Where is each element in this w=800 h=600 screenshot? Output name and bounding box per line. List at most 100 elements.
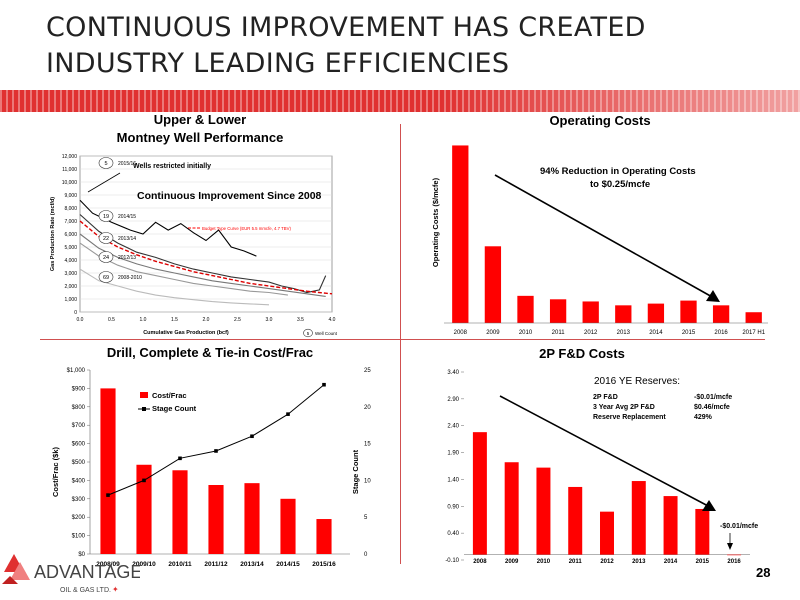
logo-maple-icon: ✦ bbox=[112, 585, 119, 594]
x-tick-label: 2017 H1 bbox=[742, 330, 765, 336]
well-count-badge bbox=[98, 271, 114, 283]
bar bbox=[568, 486, 583, 555]
series-line bbox=[79, 199, 257, 257]
annotation-text: to $0.25/mcfe bbox=[590, 179, 650, 190]
x-tick-label: 2.5 bbox=[234, 317, 241, 323]
x-tick-label: 2011/12 bbox=[204, 561, 228, 568]
annotation-restricted: Wells restricted initially bbox=[133, 163, 211, 170]
y-tick-label: 10,000 bbox=[62, 180, 78, 186]
x-tick-label: 2010 bbox=[537, 559, 551, 565]
reserves-row-value: 429% bbox=[694, 414, 713, 421]
x-tick-label: 2014 bbox=[649, 330, 663, 336]
y-tick-label: -0.10 bbox=[445, 558, 459, 564]
trend-arrow-head bbox=[706, 290, 720, 302]
bar bbox=[549, 299, 567, 323]
well-count-badge-label: 22 bbox=[103, 236, 109, 242]
y-axis-label: Operating Costs ($/mcfe) bbox=[431, 177, 440, 267]
x-tick-label: 1.5 bbox=[171, 317, 178, 323]
x-tick-label: 2013/14 bbox=[240, 561, 264, 568]
y2-tick-label: 10 bbox=[364, 478, 371, 484]
reserves-heading: 2016 YE Reserves: bbox=[594, 376, 680, 387]
x-tick-label: 2009/10 bbox=[132, 561, 156, 568]
y-tick-label: 1.40 bbox=[447, 477, 459, 483]
bar bbox=[600, 511, 614, 555]
x-tick-label: 2015 bbox=[696, 559, 710, 565]
slide-title: CONTINUOUS IMPROVEMENT HAS CREATED INDUS… bbox=[46, 12, 646, 79]
well-count-legend-badge bbox=[303, 328, 313, 338]
callout-arrow-head bbox=[727, 543, 733, 550]
chart-title: Operating Costs bbox=[549, 113, 650, 128]
montney-well-performance-chart: Upper & Lower Montney Well Performance 0 1,… bbox=[50, 112, 338, 338]
y2-tick-label: 5 bbox=[364, 515, 368, 521]
bar bbox=[316, 519, 332, 554]
y-tick-label: 2,000 bbox=[64, 284, 77, 290]
bar bbox=[647, 303, 665, 323]
y-tick-label: 0 bbox=[74, 310, 77, 316]
reserves-row-value: -$0.01/mcfe bbox=[694, 394, 732, 401]
stage-count-point bbox=[142, 478, 146, 483]
y-tick-label: 2.90 bbox=[447, 397, 459, 403]
x-tick-label: 2009 bbox=[486, 330, 500, 336]
fd-costs-chart: 2P F&D Costs -0.10 0.40 0.90 1.40 1.90 2.40 2.9… bbox=[445, 346, 758, 565]
y-tick-label: 9,000 bbox=[64, 193, 77, 199]
trend-arrow-head bbox=[702, 500, 716, 511]
title-accent-fade bbox=[0, 90, 800, 112]
x-tick-label: 2012 bbox=[584, 330, 598, 336]
annotation-arrow bbox=[87, 172, 121, 193]
x-tick-label: 2014 bbox=[664, 559, 678, 565]
logo-subtext: OIL & GAS LTD. bbox=[60, 587, 111, 594]
x-tick-label: 2010/11 bbox=[168, 561, 192, 568]
y-tick-label: 0.40 bbox=[447, 531, 459, 537]
x-tick-label: 2016 bbox=[727, 559, 741, 565]
y-tick-label: 1.90 bbox=[447, 451, 459, 457]
logo-mark bbox=[2, 554, 30, 584]
bar bbox=[615, 305, 632, 323]
chart-title-line: Upper & Lower bbox=[154, 112, 246, 127]
y-tick-label: 0.90 bbox=[447, 504, 459, 510]
y-tick-label: $100 bbox=[72, 534, 86, 540]
y-tick-label: 1,000 bbox=[64, 297, 77, 303]
series-line bbox=[79, 268, 270, 306]
y-tick-label: $0 bbox=[78, 552, 85, 558]
x-tick-label: 3.0 bbox=[266, 317, 273, 323]
y-tick-label: 12,000 bbox=[62, 154, 78, 160]
y-tick-label: 3.40 bbox=[447, 370, 459, 376]
bar bbox=[136, 464, 152, 554]
series-name-label: 2013/14 bbox=[118, 236, 136, 242]
operating-costs-chart: Operating Costs Operating Costs ($/mcfe) 2… bbox=[431, 113, 768, 336]
y-tick-label: 4,000 bbox=[64, 258, 77, 264]
bar bbox=[208, 485, 224, 554]
annotation-improvement: Continuous Improvement Since 2008 bbox=[137, 190, 322, 202]
y-tick-label: 6,000 bbox=[64, 232, 77, 238]
x-tick-label: 2015/16 bbox=[312, 561, 336, 568]
y2-tick-label: 15 bbox=[364, 442, 371, 448]
bar bbox=[452, 145, 469, 323]
y2-tick-label: 20 bbox=[364, 405, 371, 411]
reserves-row-label: 3 Year Avg 2P F&D bbox=[593, 404, 655, 411]
legend-swatch-cost bbox=[140, 392, 148, 398]
x-tick-label: 2011 bbox=[569, 559, 583, 565]
series-line bbox=[79, 233, 326, 297]
x-tick-label: 2013 bbox=[617, 330, 631, 336]
x-tick-label: 2008/09 bbox=[96, 561, 120, 568]
bar bbox=[280, 498, 296, 554]
x-tick-label: 2012 bbox=[600, 559, 614, 565]
y-tick-label: 7,000 bbox=[64, 219, 77, 225]
bar bbox=[100, 388, 116, 554]
well-count-badge-label: 19 bbox=[103, 214, 109, 220]
bar bbox=[695, 508, 710, 555]
well-count-badge bbox=[98, 232, 114, 244]
bar bbox=[663, 496, 678, 555]
legend-swatch-stage-point bbox=[142, 407, 146, 411]
series-line bbox=[79, 242, 288, 296]
x-tick-label: 3.5 bbox=[297, 317, 304, 323]
y-tick-label: $700 bbox=[72, 423, 86, 429]
series-name-label: 2012/13 bbox=[118, 255, 136, 261]
y2-axis-label: Stage Count bbox=[351, 449, 360, 494]
stage-count-point bbox=[106, 493, 110, 497]
well-count-badge bbox=[98, 157, 114, 169]
series-name-label: 2015/16 bbox=[118, 161, 136, 167]
bar bbox=[504, 462, 519, 555]
x-tick-label: 2009 bbox=[505, 559, 519, 565]
chart-title: 2P F&D Costs bbox=[539, 346, 625, 361]
